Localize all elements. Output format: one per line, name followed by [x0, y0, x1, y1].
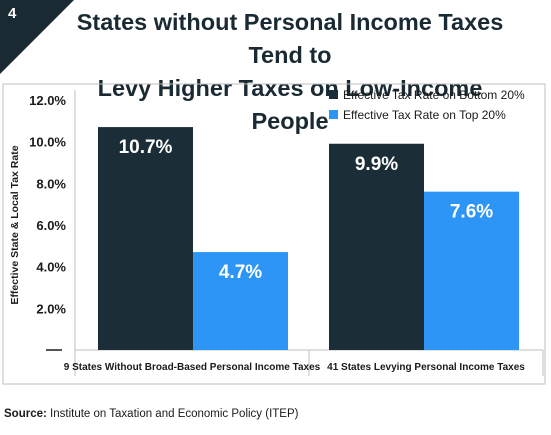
source-text: Institute on Taxation and Economic Polic… — [50, 408, 299, 420]
y-tick-label: 4.0% — [36, 260, 66, 275]
bar-value-label: 4.7% — [219, 262, 262, 283]
y-axis-title: Effective State & Local Tax Rate — [9, 145, 21, 304]
legend: Effective Tax Rate on Bottom 20% Effectiv… — [329, 88, 525, 122]
bar — [424, 191, 519, 350]
legend-swatch — [329, 110, 338, 119]
x-axis: 9 States Without Broad-Based Personal In… — [64, 350, 544, 376]
figure-number: 4 — [8, 5, 17, 22]
x-category-label: 41 States Levying Personal Income Taxes — [327, 362, 525, 373]
chart-title-line-2: Levy Higher Taxes on Low-Income People — [97, 75, 483, 134]
x-category-label: 9 States Without Broad-Based Personal In… — [64, 362, 321, 373]
legend-swatch — [329, 90, 338, 99]
bar-value-label: 10.7% — [119, 137, 173, 158]
source-label: Source: — [4, 408, 47, 420]
legend-label: Effective Tax Rate on Bottom 20% — [343, 88, 525, 102]
bar-value-label: 7.6% — [450, 202, 493, 223]
chart-border — [2, 83, 546, 385]
bar — [329, 143, 424, 350]
y-tick-label: 12.0% — [29, 93, 66, 108]
y-tick-label: 8.0% — [36, 176, 66, 191]
y-tick-label: 6.0% — [36, 218, 66, 233]
bar-value-label: 9.9% — [355, 154, 398, 175]
bar — [193, 252, 288, 350]
y-axis: 2.0% 4.0% 6.0% 8.0% 10.0% 12.0% Effective Stat… — [9, 93, 66, 351]
bars: 10.7% 4.7% 9.9% 7.6% — [98, 127, 519, 350]
y-tick-label: 2.0% — [36, 301, 66, 316]
figure-number-badge — [0, 0, 74, 74]
y-tick-label: 10.0% — [29, 135, 66, 150]
source-note: Source: Institute on Taxation and Econom… — [4, 408, 298, 420]
legend-label: Effective Tax Rate on Top 20% — [343, 108, 506, 122]
chart-title-line-1: States without Personal Income Taxes Ten… — [76, 9, 504, 68]
chart-title: States without Personal Income Taxes Ten… — [60, 6, 520, 138]
bar — [98, 127, 193, 350]
